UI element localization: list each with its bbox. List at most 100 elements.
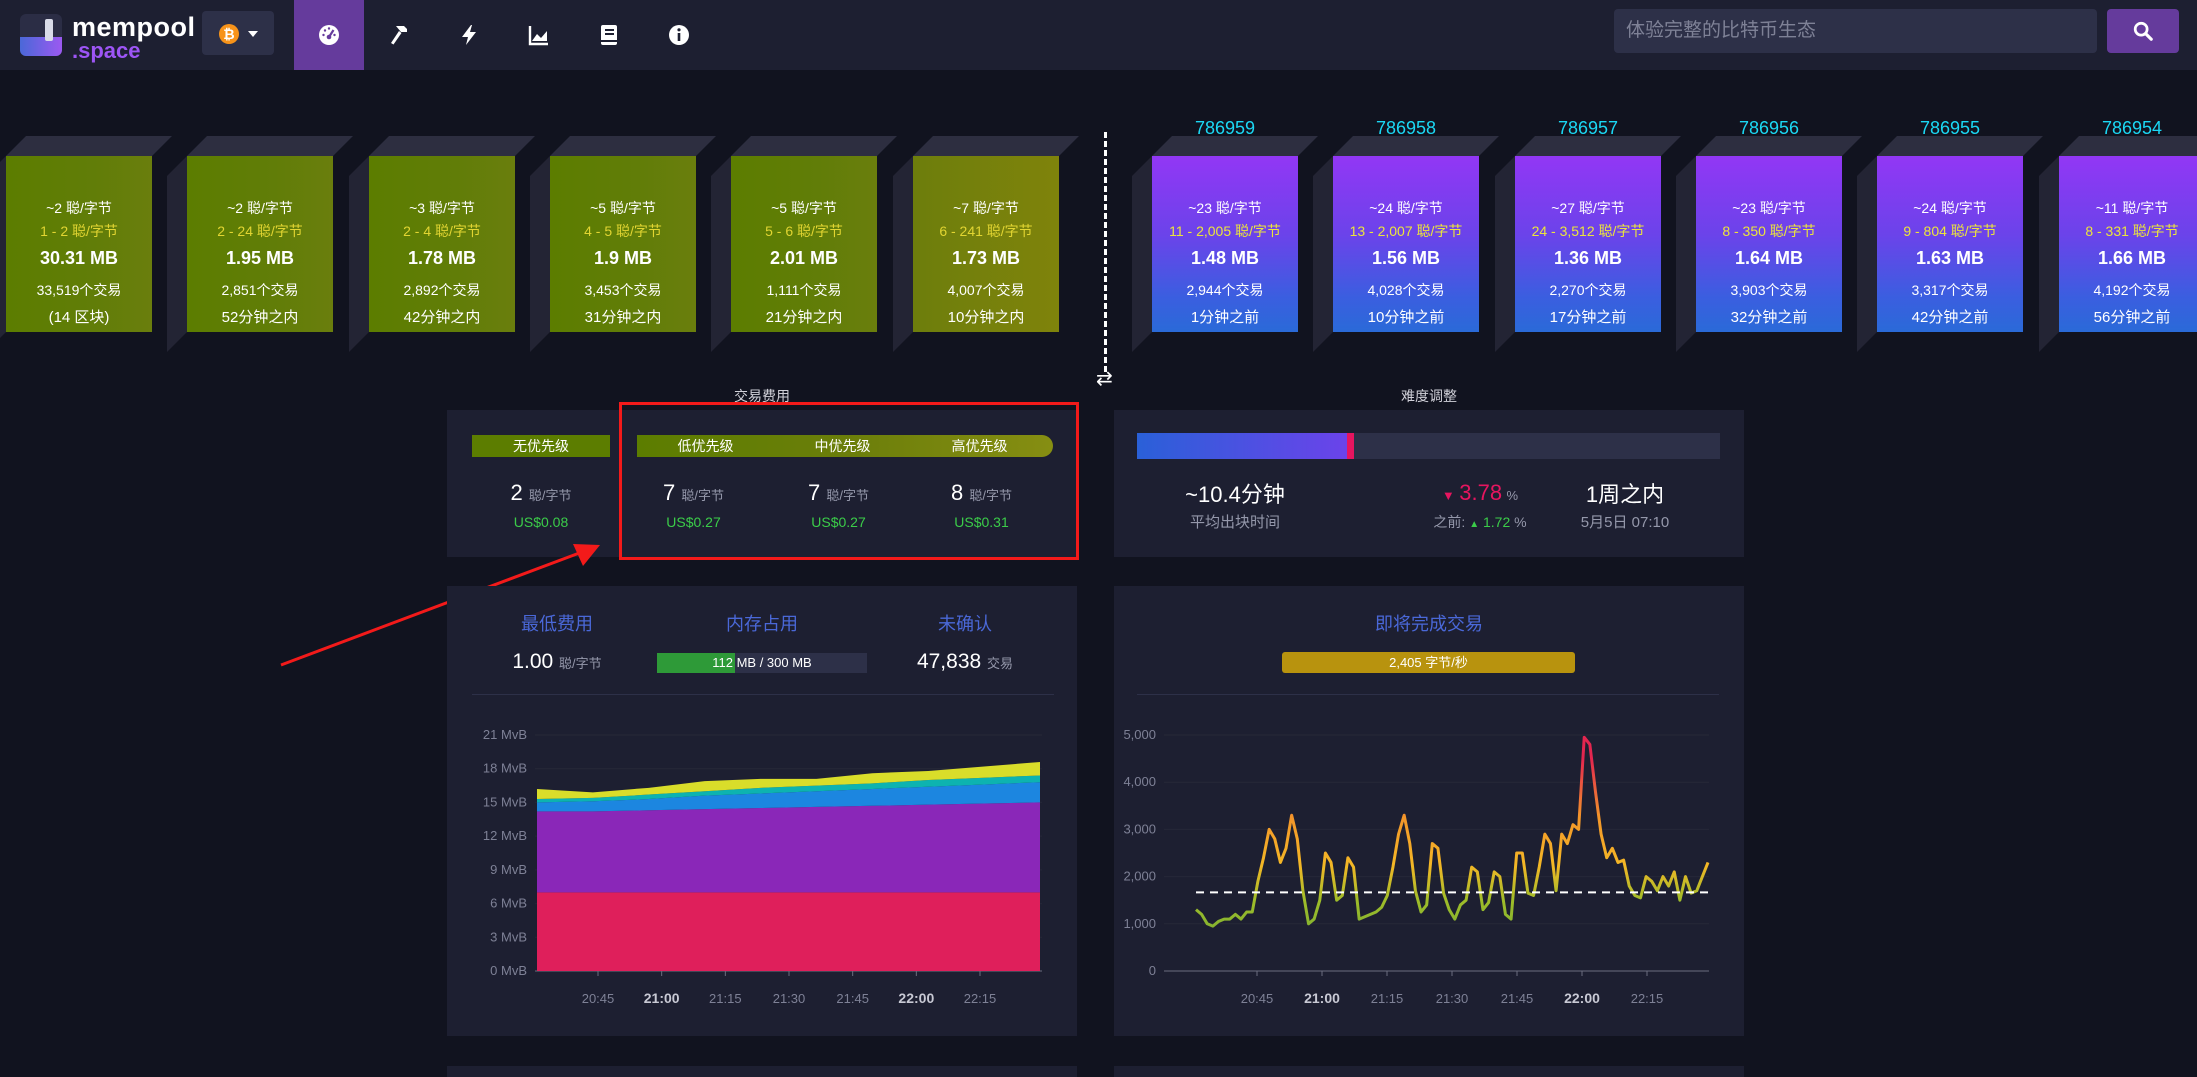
search-input[interactable] bbox=[1614, 9, 2097, 53]
block-median-fee: ~5 聪/字节 bbox=[771, 200, 837, 216]
swap-arrows-icon[interactable]: ⇄ bbox=[1096, 368, 1113, 390]
mempool-logo[interactable]: mempool .space bbox=[18, 12, 195, 63]
y-tick-label: 15 MvB bbox=[483, 794, 527, 809]
nav-about[interactable] bbox=[644, 0, 714, 70]
block-size: 1.48 MB bbox=[1190, 248, 1260, 268]
block-side bbox=[1313, 156, 1333, 352]
block-face: ~3 聪/字节 2 - 4 聪/字节 1.78 MB 2,892个交易 42分钟之内 bbox=[369, 156, 515, 332]
medium-priority-fee: 7 聪/字节 bbox=[808, 480, 869, 505]
mempool-block[interactable]: ~2 聪/字节 2 - 24 聪/字节 1.95 MB 2,851个交易 52分钟之内 bbox=[167, 136, 353, 352]
area-series-4 bbox=[537, 761, 1040, 800]
block-side bbox=[530, 156, 550, 352]
area-series-1 bbox=[537, 802, 1040, 893]
x-tick-label: 21:15 bbox=[709, 991, 742, 1006]
nav-docs[interactable] bbox=[574, 0, 644, 70]
block-time: 56分钟之前 bbox=[2093, 309, 2171, 326]
retarget-eta: 1周之内 bbox=[1585, 482, 1665, 507]
mempool-block[interactable]: ~3 聪/字节 2 - 4 聪/字节 1.78 MB 2,892个交易 42分钟之内 bbox=[349, 136, 535, 352]
block-face: ~5 聪/字节 4 - 5 聪/字节 1.9 MB 3,453个交易 31分钟之内 bbox=[550, 156, 696, 332]
highlight-box bbox=[619, 402, 1079, 560]
block-height-link[interactable]: 786955 bbox=[1919, 118, 1981, 138]
no-priority-fee: 2 聪/字节 bbox=[510, 480, 572, 505]
block-median-fee: ~27 聪/字节 bbox=[1551, 200, 1625, 216]
nav-dashboard[interactable] bbox=[294, 0, 364, 70]
block-height-link[interactable]: 786954 bbox=[2101, 118, 2163, 138]
memory-usage-label: 112 MB / 300 MB bbox=[712, 655, 812, 670]
mempool-block[interactable]: ~2 聪/字节 1 - 2 聪/字节 30.31 MB 33,519个交易 (14 区块… bbox=[0, 136, 172, 352]
separator bbox=[472, 694, 1054, 695]
block-fee-range: 6 - 241 聪/字节 bbox=[939, 223, 1033, 239]
block-time: (14 区块) bbox=[48, 309, 110, 326]
logo-mark-icon bbox=[20, 14, 62, 56]
block-time: 31分钟之内 bbox=[584, 309, 662, 326]
block-top bbox=[913, 136, 1079, 156]
mined-block[interactable]: ~24 聪/字节 9 - 804 聪/字节 1.63 MB 3,317个交易 42分钟之… bbox=[1857, 136, 2043, 352]
block-tx-count: 2,892个交易 bbox=[403, 282, 481, 298]
priority-bar bbox=[637, 435, 1053, 457]
block-height-link[interactable]: 786959 bbox=[1194, 118, 1256, 138]
book-icon bbox=[601, 25, 617, 45]
block-fee-range: 1 - 2 聪/字节 bbox=[40, 223, 118, 239]
block-size: 1.95 MB bbox=[225, 248, 295, 268]
y-tick-label: 0 MvB bbox=[490, 963, 527, 978]
block-size: 1.78 MB bbox=[407, 248, 477, 268]
mined-block[interactable]: ~23 聪/字节 11 - 2,005 聪/字节 1.48 MB 2,944个交易 1分… bbox=[1132, 136, 1318, 352]
block-time: 42分钟之内 bbox=[403, 309, 481, 326]
x-tick-label: 21:30 bbox=[1436, 991, 1469, 1006]
change-down-icon: ▼ bbox=[1441, 488, 1455, 503]
high-priority-usd: US$0.31 bbox=[954, 514, 1009, 530]
mempool-block[interactable]: ~7 聪/字节 6 - 241 聪/字节 1.73 MB 4,007个交易 10分钟之内 bbox=[893, 136, 1079, 352]
low-priority-fee: 7 聪/字节 bbox=[663, 480, 724, 505]
block-fee-range: 13 - 2,007 聪/字节 bbox=[1349, 223, 1463, 239]
block-face: ~5 聪/字节 5 - 6 聪/字节 2.01 MB 1,111个交易 21分钟之内 bbox=[731, 156, 877, 332]
min-fee-value: 1.00 聪/字节 bbox=[512, 650, 602, 673]
difficulty-marker bbox=[1346, 433, 1354, 459]
search-button[interactable] bbox=[2107, 9, 2179, 53]
retarget-date: 5月5日 07:10 bbox=[1580, 514, 1670, 531]
block-tx-count: 4,028个交易 bbox=[1367, 282, 1445, 298]
block-top bbox=[1333, 136, 1499, 156]
block-face: ~2 聪/字节 1 - 2 聪/字节 30.31 MB 33,519个交易 (14 区块… bbox=[6, 156, 152, 332]
block-tx-count: 2,851个交易 bbox=[221, 282, 299, 298]
block-time: 10分钟之内 bbox=[947, 309, 1025, 326]
x-tick-label: 21:15 bbox=[1371, 991, 1404, 1006]
block-time: 52分钟之内 bbox=[221, 309, 299, 326]
mempool-size-chart: 0 MvB 3 MvB 6 MvB 9 MvB 12 MvB 15 MvB 18 MvB 21… bbox=[483, 727, 1042, 1006]
block-tx-count: 4,192个交易 bbox=[2093, 282, 2171, 298]
block-top bbox=[6, 136, 172, 156]
mined-block[interactable]: ~11 聪/字节 8 - 331 聪/字节 1.66 MB 4,192个交易 56分钟之… bbox=[2039, 136, 2197, 352]
block-side bbox=[1676, 156, 1696, 352]
lightning-icon bbox=[462, 25, 476, 45]
chart-icon bbox=[528, 26, 548, 46]
block-top bbox=[550, 136, 716, 156]
mined-block[interactable]: ~24 聪/字节 13 - 2,007 聪/字节 1.56 MB 4,028个交易 10… bbox=[1313, 136, 1499, 352]
mined-block[interactable]: ~27 聪/字节 24 - 3,512 聪/字节 1.36 MB 2,270个交易 17… bbox=[1495, 136, 1681, 352]
mempool-block[interactable]: ~5 聪/字节 5 - 6 聪/字节 2.01 MB 1,111个交易 21分钟之内 bbox=[711, 136, 897, 352]
block-height-link[interactable]: 786956 bbox=[1738, 118, 1800, 138]
change-up-icon: ▲ bbox=[1469, 519, 1480, 530]
low-priority-usd: US$0.27 bbox=[666, 514, 721, 530]
mined-block[interactable]: ~23 聪/字节 8 - 350 聪/字节 1.64 MB 3,903个交易 32分钟之… bbox=[1676, 136, 1862, 352]
block-side bbox=[1857, 156, 1877, 352]
nav-lightning[interactable] bbox=[434, 0, 504, 70]
block-tx-count: 2,270个交易 bbox=[1549, 282, 1627, 298]
tx-rate-bar: 2,405 字节/秒 bbox=[1282, 652, 1575, 673]
mempool-block[interactable]: ~5 聪/字节 4 - 5 聪/字节 1.9 MB 3,453个交易 31分钟之内 bbox=[530, 136, 716, 352]
network-selector[interactable]: ₿ bbox=[202, 11, 274, 55]
block-size: 1.9 MB bbox=[593, 248, 653, 268]
block-time: 21分钟之内 bbox=[765, 309, 843, 326]
block-height-link[interactable]: 786957 bbox=[1557, 118, 1619, 138]
unconfirmed-title: 未确认 bbox=[938, 614, 992, 634]
block-tx-count: 3,317个交易 bbox=[1911, 282, 1989, 298]
y-tick-label: 4,000 bbox=[1123, 774, 1156, 789]
block-side bbox=[1495, 156, 1515, 352]
high-priority-label: 高优先级 bbox=[951, 438, 1008, 454]
block-size: 1.36 MB bbox=[1553, 248, 1623, 268]
nav-graphs[interactable] bbox=[504, 0, 574, 70]
block-height-link[interactable]: 786958 bbox=[1375, 118, 1437, 138]
block-fee-range: 24 - 3,512 聪/字节 bbox=[1531, 223, 1645, 239]
high-priority-fee: 8 聪/字节 bbox=[951, 480, 1012, 505]
block-time: 10分钟之前 bbox=[1367, 309, 1445, 326]
block-tx-count: 1,111个交易 bbox=[766, 282, 842, 298]
nav-mining[interactable] bbox=[364, 0, 434, 70]
